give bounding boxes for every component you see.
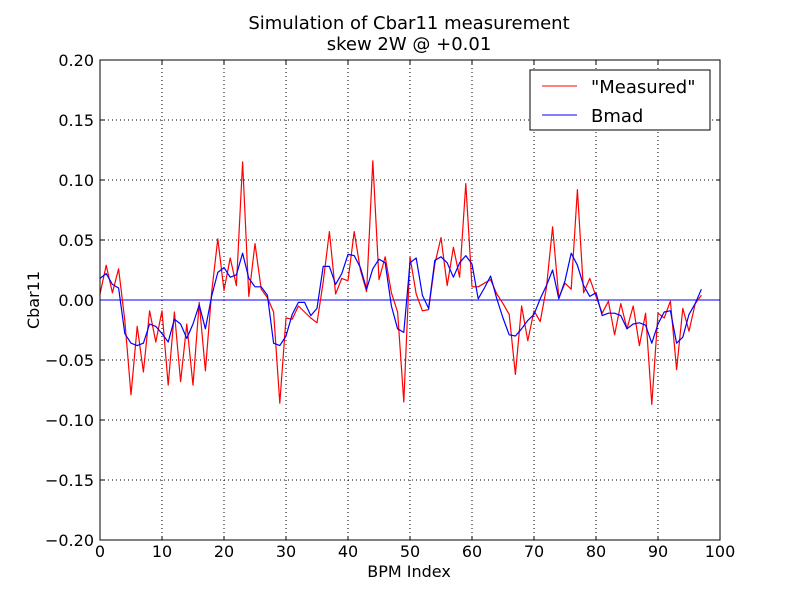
y-tick-label: 0.00 [58,291,94,310]
series-line-bmad [99,252,702,347]
legend-box [529,69,711,131]
x-tick-label: 70 [524,542,544,561]
series-layer [99,160,702,405]
y-tick-label: 0.10 [58,171,94,190]
plot-area-frame [99,59,721,541]
x-tick-label: 60 [462,542,482,561]
y-tick-label: 0.05 [58,231,94,250]
y-tick-label: −0.05 [45,351,94,370]
x-tick-label: 50 [400,542,420,561]
y-tick-label: −0.20 [45,531,94,550]
chart-subtitle: skew 2W @ +0.01 [327,34,492,55]
y-tick-label: −0.10 [45,411,94,430]
x-tick-label: 90 [648,542,668,561]
x-tick-label: 0 [95,542,105,561]
x-tick-label: 80 [586,542,606,561]
x-tick-label: 10 [152,542,172,561]
legend-label-bmad: Bmad [591,106,643,127]
x-tick-label: 40 [338,542,358,561]
x-tick-label: 20 [214,542,234,561]
y-axis-label: Cbar11 [24,271,43,329]
legend-label-measured: "Measured" [591,77,695,98]
y-tick-label: 0.15 [58,111,94,130]
tick-labels: 0 10 20 30 40 50 60 70 80 90 100 −0.20 −0.15 −0.10 −0.… [45,51,735,561]
x-tick-label: 100 [705,542,736,561]
x-tick-label: 30 [276,542,296,561]
x-axis-label: BPM Index [367,562,451,581]
y-tick-label: 0.20 [58,51,94,70]
chart-title: Simulation of Cbar11 measurement [248,13,569,34]
legend: "Measured" Bmad [529,69,711,131]
y-tick-label: −0.15 [45,471,94,490]
